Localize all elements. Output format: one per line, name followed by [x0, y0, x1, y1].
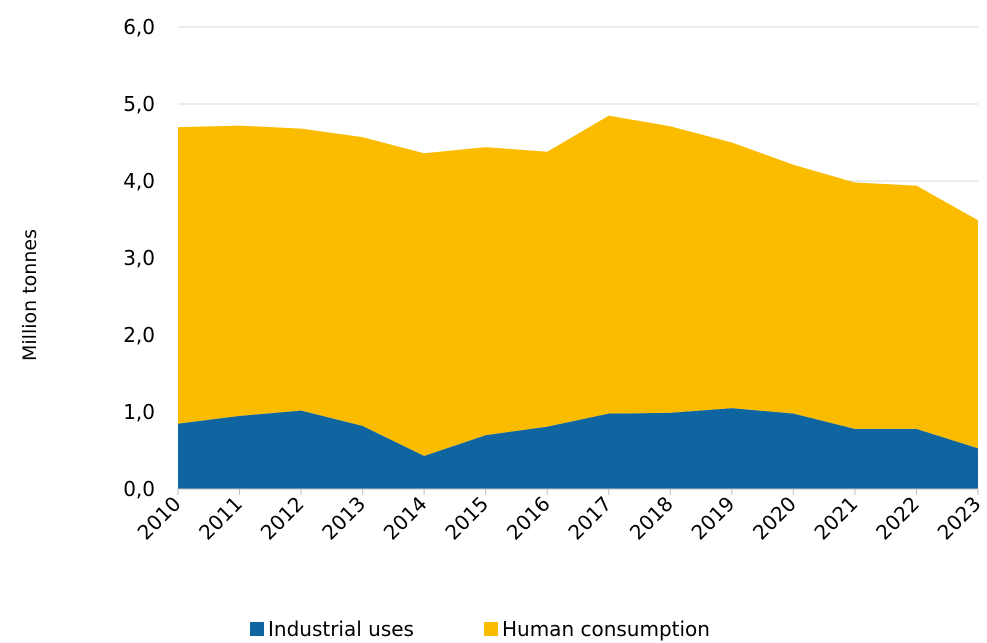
x-tick-label: 2011 — [194, 492, 247, 545]
x-axis-ticks: 2010 2011 2012 2013 2014 2015 2016 2017 2018 2019… — [133, 492, 986, 545]
y-axis-title: Million tonnes — [19, 229, 41, 361]
legend-item-human-consumption: Human consumption — [483, 617, 710, 641]
legend: Industrial uses Human consumption — [250, 617, 710, 641]
area-series — [178, 115, 978, 489]
x-tick-label: 2013 — [317, 492, 370, 545]
x-tick-label: 2016 — [502, 492, 555, 545]
y-tick-label: 4,0 — [123, 169, 155, 193]
y-tick-label: 5,0 — [123, 92, 155, 116]
area-chart: 0,0 1,0 2,0 3,0 4,0 5,0 6,0 2010 2011 2012 2013 20… — [19, 15, 986, 545]
legend-label-industrial-uses: Industrial uses — [268, 617, 414, 641]
legend-item-industrial-uses: Industrial uses — [250, 617, 414, 641]
area-human-consumption — [178, 115, 978, 456]
legend-swatch-human-consumption — [483, 622, 498, 636]
x-axis — [177, 488, 979, 495]
x-tick-label: 2014 — [379, 492, 432, 545]
y-tick-label: 2,0 — [123, 323, 155, 347]
x-tick-label: 2018 — [625, 492, 678, 545]
x-tick-label: 2017 — [563, 492, 616, 545]
legend-label-human-consumption: Human consumption — [501, 617, 710, 641]
x-tick-label: 2012 — [256, 492, 309, 545]
x-tick-label: 2022 — [871, 492, 924, 545]
area-industrial-uses — [178, 408, 978, 489]
y-tick-label: 1,0 — [123, 400, 155, 424]
y-tick-label: 6,0 — [123, 15, 155, 39]
y-axis-ticks: 0,0 1,0 2,0 3,0 4,0 5,0 6,0 — [123, 15, 155, 501]
x-tick-label: 2021 — [809, 492, 862, 545]
legend-swatch-industrial-uses — [250, 622, 264, 636]
x-tick-label: 2023 — [933, 492, 986, 545]
y-tick-label: 0,0 — [123, 477, 155, 501]
y-tick-label: 3,0 — [123, 246, 155, 270]
x-tick-label: 2019 — [686, 492, 739, 545]
x-tick-label: 2015 — [440, 492, 493, 545]
x-tick-label: 2020 — [748, 492, 801, 545]
